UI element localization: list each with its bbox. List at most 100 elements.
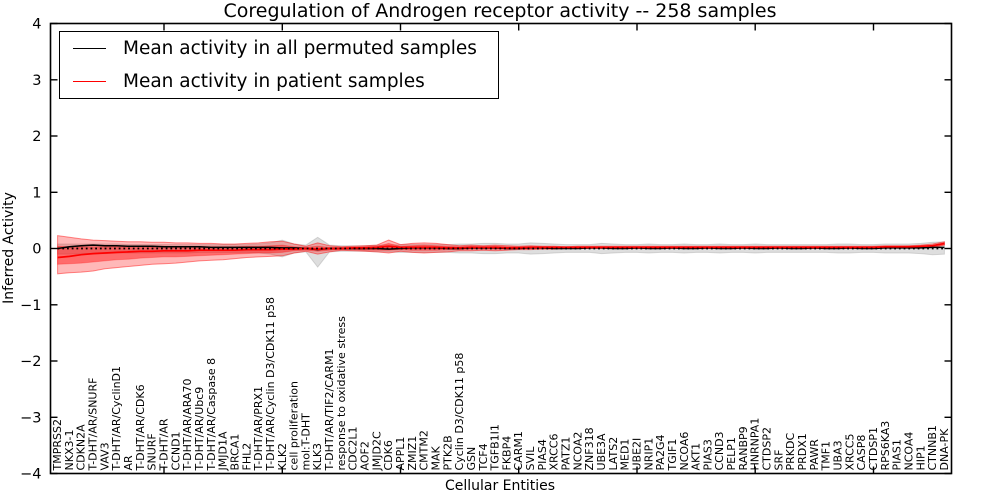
svg-text:HIP1: HIP1 xyxy=(914,445,927,470)
svg-text:UBA3: UBA3 xyxy=(832,440,845,470)
svg-text:0: 0 xyxy=(32,242,41,258)
svg-text:XRCC6: XRCC6 xyxy=(548,434,561,471)
svg-text:SNURF: SNURF xyxy=(146,433,159,470)
svg-text:FHL2: FHL2 xyxy=(240,443,253,471)
svg-text:PTK2B: PTK2B xyxy=(441,435,454,470)
svg-text:TCF4: TCF4 xyxy=(477,443,490,471)
svg-text:PRDX1: PRDX1 xyxy=(796,433,809,470)
svg-text:mol:T-DHT: mol:T-DHT xyxy=(299,413,312,471)
svg-text:CTDSP1: CTDSP1 xyxy=(867,427,880,470)
svg-text:KLK2: KLK2 xyxy=(276,443,289,471)
x-axis-ticks xyxy=(163,23,875,474)
legend-item: Mean activity in patient samples xyxy=(73,65,498,97)
svg-text:XRCC5: XRCC5 xyxy=(843,434,856,471)
y-axis-ticks: 4 3 2 1 0 −1 −2 −3 −4 xyxy=(20,17,952,483)
svg-text:UBE3A: UBE3A xyxy=(595,433,608,471)
svg-text:T-DHT/AR/CyclinD1: T-DHT/AR/CyclinD1 xyxy=(110,366,123,472)
svg-text:PELP1: PELP1 xyxy=(725,437,738,470)
svg-text:PATZ1: PATZ1 xyxy=(560,437,573,471)
svg-text:NCOA2: NCOA2 xyxy=(571,432,584,471)
svg-text:4: 4 xyxy=(32,17,41,33)
svg-text:DNA-PK: DNA-PK xyxy=(938,428,951,471)
svg-text:cell proliferation: cell proliferation xyxy=(288,381,301,471)
svg-text:T-DHT/AR/CDK6: T-DHT/AR/CDK6 xyxy=(134,384,147,471)
svg-text:NKX3-1: NKX3-1 xyxy=(63,430,76,471)
svg-text:KLK3: KLK3 xyxy=(311,443,324,471)
svg-text:TMF1: TMF1 xyxy=(820,441,833,472)
svg-text:NCOA4: NCOA4 xyxy=(902,432,915,471)
svg-text:CCND3: CCND3 xyxy=(713,431,726,470)
svg-text:JMJD2C: JMJD2C xyxy=(370,431,383,471)
permuted-range-band xyxy=(57,236,945,268)
svg-text:LATS2: LATS2 xyxy=(607,437,620,471)
x-axis-label: Cellular Entities xyxy=(444,478,556,494)
svg-text:CTDSP2: CTDSP2 xyxy=(761,427,774,470)
svg-text:T-DHT/AR/SNURF: T-DHT/AR/SNURF xyxy=(87,378,100,472)
legend: Mean activity in all permuted samples Me… xyxy=(59,31,499,99)
patient-range-outer-band xyxy=(57,235,945,275)
svg-text:CDC2L1: CDC2L1 xyxy=(347,427,360,471)
legend-line-permuted-icon xyxy=(73,48,106,50)
svg-text:RPS6KA3: RPS6KA3 xyxy=(879,421,892,471)
svg-text:TMPRSS2: TMPRSS2 xyxy=(51,419,64,471)
svg-text:NRIP1: NRIP1 xyxy=(642,438,655,471)
chart-title: Coregulation of Androgen receptor activi… xyxy=(223,0,777,22)
svg-text:HNRNPA1: HNRNPA1 xyxy=(749,418,762,471)
svg-text:AOF2: AOF2 xyxy=(359,441,372,470)
svg-text:−2: −2 xyxy=(20,354,41,370)
svg-text:3: 3 xyxy=(32,73,41,89)
svg-text:MED1: MED1 xyxy=(619,439,632,471)
svg-text:VAV3: VAV3 xyxy=(98,442,111,470)
svg-text:PRKDC: PRKDC xyxy=(784,433,797,471)
svg-text:FKBP4: FKBP4 xyxy=(500,436,513,471)
svg-text:ZNF318: ZNF318 xyxy=(583,427,596,470)
x-tick-labels: TMPRSS2NKX3-1CDKN2AT-DHT/AR/SNURFVAV3T-D… xyxy=(51,297,951,472)
legend-label-patient: Mean activity in patient samples xyxy=(123,70,425,92)
svg-text:SRF: SRF xyxy=(772,450,785,471)
svg-text:GSN: GSN xyxy=(465,447,478,471)
svg-text:T-DHT/AR/TIF2/CARM1: T-DHT/AR/TIF2/CARM1 xyxy=(323,348,336,471)
svg-text:SVIL: SVIL xyxy=(524,446,537,471)
svg-text:T-DHT/AR/PRX1: T-DHT/AR/PRX1 xyxy=(252,386,265,472)
svg-text:CMTM2: CMTM2 xyxy=(418,430,431,470)
legend-label-permuted: Mean activity in all permuted samples xyxy=(123,38,477,60)
svg-text:CCND1: CCND1 xyxy=(169,431,182,470)
svg-text:CTNNB1: CTNNB1 xyxy=(926,425,939,470)
svg-text:Cyclin D3/CDK11 p58: Cyclin D3/CDK11 p58 xyxy=(453,353,466,471)
svg-text:BRCA1: BRCA1 xyxy=(229,434,242,471)
legend-item: Mean activity in all permuted samples xyxy=(73,33,498,65)
svg-text:CDKN2A: CDKN2A xyxy=(75,424,88,471)
svg-text:T-DHT/AR/Cyclin D3/CDK11 p58: T-DHT/AR/Cyclin D3/CDK11 p58 xyxy=(264,297,277,472)
svg-text:TGIF1: TGIF1 xyxy=(666,439,679,472)
y-axis-label: Inferred Activity xyxy=(1,192,17,304)
svg-text:2: 2 xyxy=(32,129,41,145)
svg-text:PIAS1: PIAS1 xyxy=(891,439,904,470)
svg-text:AR: AR xyxy=(122,455,135,471)
svg-text:T-DHT/AR/Caspase 8: T-DHT/AR/Caspase 8 xyxy=(205,358,218,472)
svg-text:−3: −3 xyxy=(20,410,41,426)
svg-text:PAWR: PAWR xyxy=(808,439,821,471)
svg-text:CDK6: CDK6 xyxy=(382,440,395,470)
svg-text:T-DHT/AR/Ubc9: T-DHT/AR/Ubc9 xyxy=(193,387,206,472)
svg-text:PA2G4: PA2G4 xyxy=(654,435,667,471)
svg-text:APPL1: APPL1 xyxy=(394,437,407,471)
svg-text:MAK: MAK xyxy=(430,445,443,470)
svg-text:NCOA6: NCOA6 xyxy=(678,432,691,471)
svg-text:PIAS3: PIAS3 xyxy=(701,439,714,470)
svg-text:AKT1: AKT1 xyxy=(690,443,703,471)
svg-text:CARM1: CARM1 xyxy=(512,431,525,470)
svg-text:response to oxidative stress: response to oxidative stress xyxy=(335,316,348,471)
svg-text:CASP8: CASP8 xyxy=(855,435,868,471)
svg-text:ZMIZ1: ZMIZ1 xyxy=(406,436,419,471)
svg-text:UBE2I: UBE2I xyxy=(631,438,644,471)
svg-text:PIAS4: PIAS4 xyxy=(536,439,549,470)
svg-text:T-DHT/AR: T-DHT/AR xyxy=(158,418,171,471)
svg-text:−4: −4 xyxy=(20,467,41,483)
svg-text:JMJD1A: JMJD1A xyxy=(217,431,230,471)
svg-text:−1: −1 xyxy=(20,298,41,314)
svg-text:T-DHT/AR/ARA70: T-DHT/AR/ARA70 xyxy=(181,379,194,472)
svg-text:1: 1 xyxy=(32,185,41,201)
svg-text:RANBP9: RANBP9 xyxy=(737,426,750,470)
